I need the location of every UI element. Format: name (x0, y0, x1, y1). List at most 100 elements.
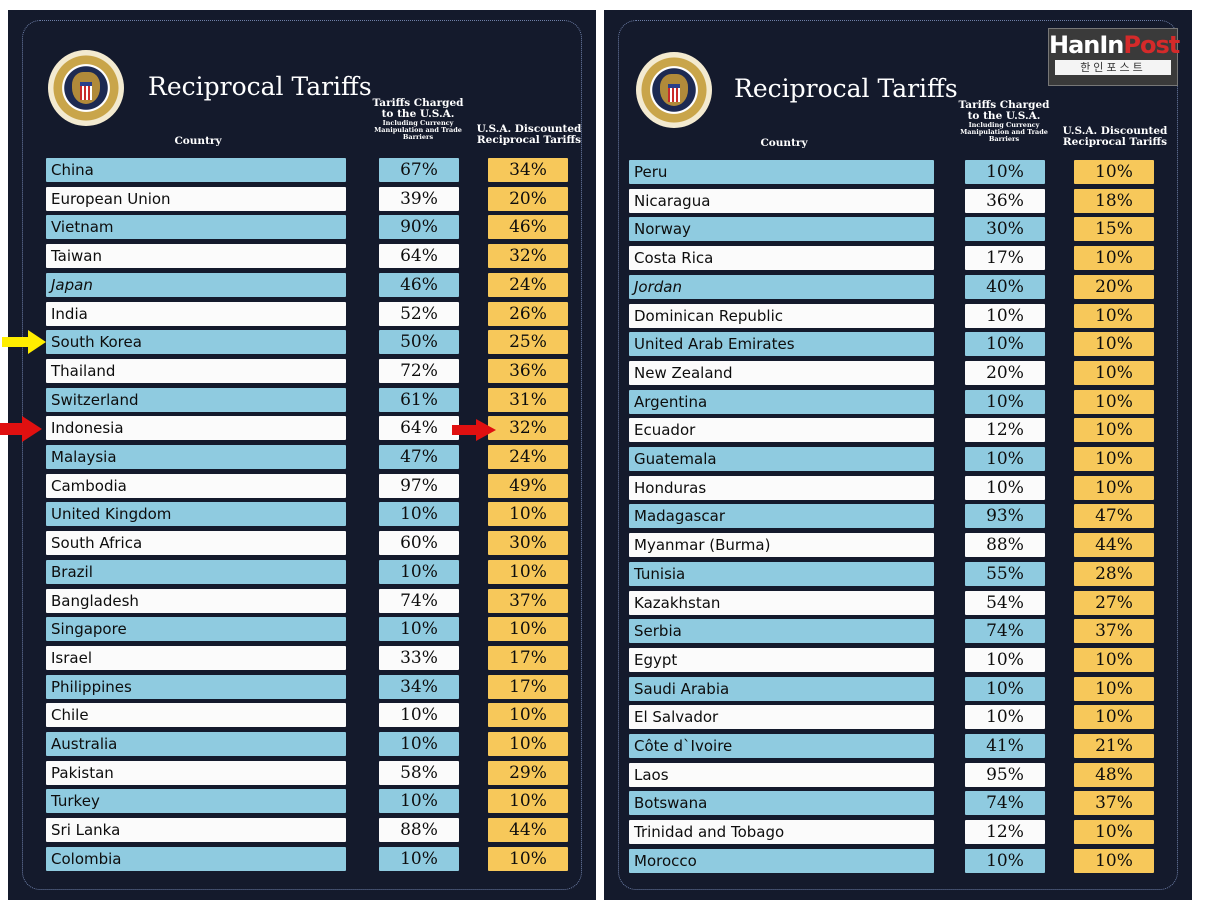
country-cell: Israel (46, 645, 346, 670)
table-row: Bangladesh 74% 37% (8, 588, 596, 615)
table-row: Myanmar (Burma) 88% 44% (604, 533, 1192, 559)
charged-tariff-cell: 10% (379, 846, 459, 871)
country-cell: Jordan (629, 274, 934, 299)
charged-tariff-cell: 10% (379, 703, 459, 728)
yellow-arrow-icon (2, 330, 48, 354)
country-cell: South Korea (46, 330, 346, 355)
charged-tariff-cell: 12% (965, 820, 1045, 845)
reciprocal-tariff-cell: 27% (1074, 590, 1154, 615)
reciprocal-tariff-cell: 10% (488, 789, 568, 814)
country-cell: Switzerland (46, 387, 346, 412)
charged-tariff-cell: 95% (965, 762, 1045, 787)
country-cell: Botswana (629, 791, 934, 816)
table-row: Turkey 10% 10% (8, 789, 596, 815)
reciprocal-tariff-cell: 10% (1074, 303, 1154, 328)
table-row: Philippines 34% 17% (8, 674, 596, 701)
charged-tariff-cell: 47% (379, 445, 459, 469)
reciprocal-tariff-cell: 25% (488, 330, 568, 355)
charged-tariff-cell: 61% (379, 387, 459, 412)
charged-tariff-cell: 55% (965, 561, 1045, 586)
charged-tariff-cell: 52% (379, 301, 459, 326)
reciprocal-tariff-cell: 46% (488, 215, 568, 240)
country-cell: Singapore (46, 617, 346, 642)
charged-tariff-cell: 40% (965, 274, 1045, 299)
charged-tariff-cell: 10% (379, 617, 459, 642)
country-cell: Argentina (629, 389, 934, 414)
reciprocal-tariff-cell: 20% (488, 186, 568, 211)
table-row: Malaysia 47% 24% (8, 445, 596, 471)
charged-tariff-cell: 10% (965, 705, 1045, 730)
discounted-header: U.S.A. Discounted Reciprocal Tariffs (476, 123, 582, 147)
table-row: South Africa 60% 30% (8, 531, 596, 557)
country-cell: Japan (46, 272, 346, 297)
charged-tariff-cell: 10% (965, 848, 1045, 873)
charged-tariff-cell: 39% (379, 186, 459, 211)
country-cell: Australia (46, 732, 346, 756)
reciprocal-tariff-cell: 10% (1074, 705, 1154, 730)
table-row: Norway 30% 15% (604, 217, 1192, 243)
reciprocal-tariff-cell: 36% (488, 358, 568, 383)
reciprocal-tariff-cell: 10% (1074, 418, 1154, 443)
table-row: Guatemala 10% 10% (604, 447, 1192, 473)
panel-title: Reciprocal Tariffs (734, 74, 958, 103)
table-row: Argentina 10% 10% (604, 389, 1192, 416)
reciprocal-tariff-cell: 10% (488, 703, 568, 728)
country-cell: United Kingdom (46, 502, 346, 527)
country-cell: United Arab Emirates (629, 332, 934, 357)
table-row: Honduras 10% 10% (604, 475, 1192, 502)
table-row: Dominican Republic 10% 10% (604, 303, 1192, 330)
charged-tariff-cell: 64% (379, 244, 459, 269)
charged-tariff-cell: 10% (965, 303, 1045, 328)
country-cell: El Salvador (629, 705, 934, 730)
charged-tariff-cell: 74% (379, 588, 459, 613)
charged-tariff-cell: 41% (965, 734, 1045, 758)
reciprocal-tariff-cell: 10% (1074, 676, 1154, 701)
reciprocal-tariff-cell: 10% (1074, 475, 1154, 500)
reciprocal-tariff-cell: 10% (1074, 160, 1154, 184)
table-row: Thailand 72% 36% (8, 358, 596, 385)
table-row: Australia 10% 10% (8, 732, 596, 758)
charged-tariff-cell: 10% (379, 732, 459, 756)
reciprocal-tariff-cell: 10% (1074, 447, 1154, 471)
presidential-seal-icon (48, 50, 124, 126)
charged-tariff-cell: 10% (379, 559, 459, 584)
reciprocal-tariff-cell: 15% (1074, 217, 1154, 242)
table-row: Israel 33% 17% (8, 645, 596, 672)
country-cell: Philippines (46, 674, 346, 699)
charged-tariff-cell: 58% (379, 760, 459, 785)
charged-tariff-cell: 54% (965, 590, 1045, 615)
charged-tariff-cell: 60% (379, 531, 459, 556)
table-row: Morocco 10% 10% (604, 848, 1192, 875)
reciprocal-tariff-cell: 44% (488, 818, 568, 843)
table-row: Botswana 74% 37% (604, 791, 1192, 817)
reciprocal-tariff-cell: 29% (488, 760, 568, 785)
table-row: Cambodia 97% 49% (8, 473, 596, 500)
country-cell: Indonesia (46, 416, 346, 441)
charged-tariff-cell: 67% (379, 158, 459, 182)
table-row: Côte d`Ivoire 41% 21% (604, 734, 1192, 760)
reciprocal-tariff-cell: 30% (488, 531, 568, 556)
charged-tariff-cell: 10% (965, 676, 1045, 701)
reciprocal-tariff-cell: 32% (488, 416, 568, 441)
country-cell: Pakistan (46, 760, 346, 785)
table-row: Taiwan 64% 32% (8, 244, 596, 270)
country-cell: Bangladesh (46, 588, 346, 613)
country-cell: Turkey (46, 789, 346, 814)
table-row: Indonesia 64% 32% (8, 416, 596, 442)
table-row: Nicaragua 36% 18% (604, 188, 1192, 215)
charged-tariff-cell: 88% (965, 533, 1045, 558)
reciprocal-tariff-cell: 24% (488, 272, 568, 297)
charged-tariff-cell: 64% (379, 416, 459, 441)
charged-tariff-cell: 74% (965, 791, 1045, 816)
table-row: Chile 10% 10% (8, 703, 596, 729)
reciprocal-tariff-cell: 26% (488, 301, 568, 326)
reciprocal-tariff-cell: 24% (488, 445, 568, 469)
country-cell: Trinidad and Tobago (629, 820, 934, 845)
reciprocal-tariff-cell: 48% (1074, 762, 1154, 787)
table-row: Brazil 10% 10% (8, 559, 596, 586)
table-row: Peru 10% 10% (604, 160, 1192, 186)
charged-tariff-cell: 10% (965, 389, 1045, 414)
country-cell: Brazil (46, 559, 346, 584)
charged-tariff-cell: 12% (965, 418, 1045, 443)
country-cell: Nicaragua (629, 188, 934, 213)
